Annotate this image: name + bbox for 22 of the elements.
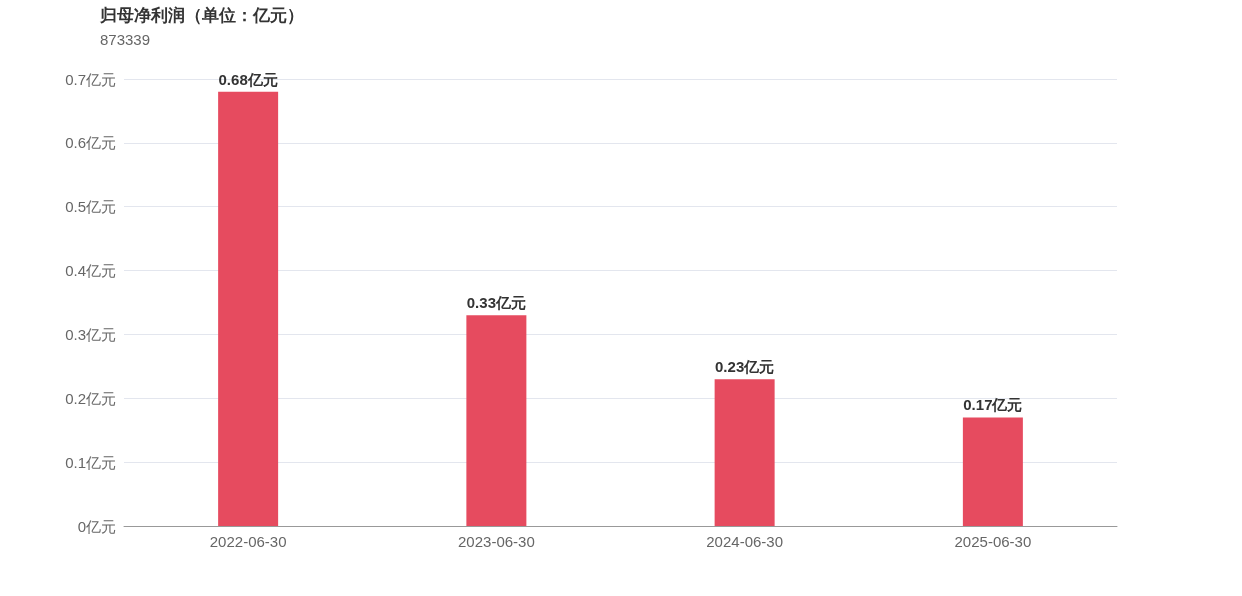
bar bbox=[218, 91, 279, 526]
y-tick-label: 0.6亿元 bbox=[65, 134, 116, 152]
y-tick-label: 0.7亿元 bbox=[65, 70, 116, 88]
y-tick-label: 0.5亿元 bbox=[65, 198, 116, 216]
bar bbox=[962, 417, 1023, 526]
chart-subtitle: 873339 bbox=[100, 31, 151, 48]
y-tick-label: 0亿元 bbox=[77, 517, 116, 535]
x-tick-label: 2022-06-30 bbox=[209, 533, 287, 550]
x-tick-label: 2025-06-30 bbox=[954, 533, 1032, 550]
bar bbox=[466, 315, 527, 526]
y-tick-label: 0.4亿元 bbox=[65, 262, 116, 280]
y-tick-label: 0.2亿元 bbox=[65, 389, 116, 407]
data-label: 0.33亿元 bbox=[466, 294, 526, 312]
x-tick-label: 2024-06-30 bbox=[706, 533, 783, 550]
y-tick-label: 0.1亿元 bbox=[65, 453, 116, 471]
bar bbox=[714, 379, 775, 526]
data-label: 0.17亿元 bbox=[963, 396, 1023, 414]
chart-title: 归母净利润（单位：亿元） bbox=[99, 6, 304, 25]
data-label: 0.23亿元 bbox=[715, 358, 775, 376]
x-tick-label: 2023-06-30 bbox=[458, 533, 535, 550]
data-label: 0.68亿元 bbox=[218, 70, 278, 88]
y-tick-label: 0.3亿元 bbox=[65, 325, 116, 343]
